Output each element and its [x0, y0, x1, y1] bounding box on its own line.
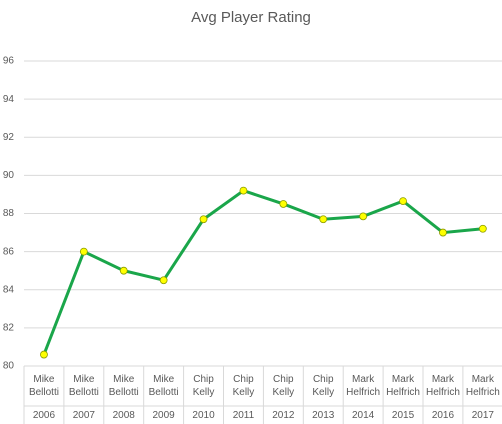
y-tick-label: 90 — [3, 170, 15, 181]
y-tick-label: 96 — [3, 56, 15, 67]
x-tick-label: 2006 — [32, 410, 56, 421]
marker — [159, 276, 168, 285]
coach-label: Mark Helfrich — [465, 374, 500, 398]
coach-label: Mike Bellotti — [68, 374, 99, 398]
marker — [319, 215, 328, 224]
y-tick-label: 80 — [3, 361, 15, 372]
marker — [359, 212, 368, 221]
marker — [40, 350, 48, 359]
marker — [239, 186, 248, 195]
coach-label: Mike Bellotti — [108, 374, 139, 398]
y-tick-label: 86 — [3, 246, 15, 257]
x-tick-label: 2007 — [72, 410, 95, 421]
coach-label: Mark Helfrich — [386, 374, 420, 398]
y-tick-label: 88 — [3, 208, 15, 219]
y-tick-label: 92 — [3, 132, 15, 143]
marker — [199, 215, 208, 224]
y-tick-label: 94 — [3, 94, 15, 105]
marker — [399, 197, 407, 206]
marker — [79, 247, 88, 256]
x-tick-label: 2009 — [152, 410, 175, 421]
marker — [478, 224, 487, 233]
x-tick-label: 2011 — [232, 410, 255, 421]
x-tick-label: 2017 — [471, 410, 494, 421]
line — [42, 188, 483, 356]
marker — [439, 228, 447, 237]
coach-label: Chip Kelly — [192, 374, 215, 398]
marker — [279, 200, 288, 208]
coach-label: Chip Kelly — [312, 374, 335, 398]
x-tick-label: 2010 — [192, 410, 215, 421]
coach-label: Mike Bellotti — [148, 374, 179, 398]
y-tick-label: 84 — [3, 284, 15, 295]
chart-title: Avg Player Rating — [191, 9, 311, 26]
coach-label: Mike Bellotti — [28, 374, 59, 398]
x-tick-label: 2015 — [391, 410, 415, 421]
y-tick-label: 82 — [3, 323, 15, 334]
x-tick-label: 2013 — [312, 410, 335, 421]
x-tick-label: 2008 — [112, 410, 135, 421]
coach-label: Mark Helfrich — [346, 374, 381, 398]
marker — [119, 266, 128, 275]
coach-label: Mark Helfrich — [425, 374, 460, 398]
coach-label: Chip Kelly — [232, 374, 255, 398]
x-tick-label: 2012 — [272, 410, 295, 421]
x-tick-label: 2016 — [431, 410, 455, 421]
x-tick-label: 2014 — [352, 410, 375, 421]
coach-label: Chip Kelly — [272, 374, 295, 398]
